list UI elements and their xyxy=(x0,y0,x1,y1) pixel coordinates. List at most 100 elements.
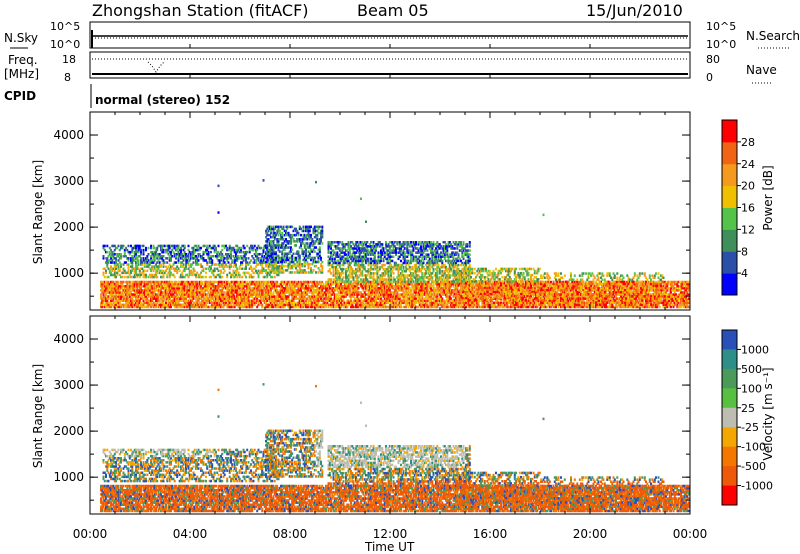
scatter-cell xyxy=(305,301,307,305)
scatter-cell xyxy=(322,295,325,298)
scatter-cell xyxy=(243,299,246,302)
scatter-cell xyxy=(341,285,344,288)
scatter-cell xyxy=(462,297,465,300)
scatter-cell xyxy=(493,280,496,284)
scatter-cell xyxy=(407,299,410,302)
scatter-cell xyxy=(537,289,540,292)
scatter-cell xyxy=(230,287,232,290)
scatter-cell xyxy=(252,297,255,300)
scatter-cell xyxy=(583,303,586,307)
scatter-cell xyxy=(127,299,130,302)
scatter-cell xyxy=(415,287,417,290)
scatter-cell xyxy=(553,305,556,309)
scatter-cell xyxy=(193,285,196,288)
scatter-cell xyxy=(298,303,301,307)
scatter-cell xyxy=(563,282,566,286)
scatter-cell xyxy=(307,287,310,290)
scatter-cell xyxy=(282,303,285,307)
scatter-cell xyxy=(342,285,345,288)
scatter-cell xyxy=(583,287,586,290)
scatter-cell xyxy=(250,289,252,292)
scatter-cell xyxy=(291,299,294,302)
scatter-cell xyxy=(198,301,201,305)
scatter-cell xyxy=(227,299,230,302)
scatter-cell xyxy=(411,297,414,300)
scatter-cell xyxy=(482,293,485,296)
scatter-cell xyxy=(202,291,205,294)
scatter-cell xyxy=(135,295,137,298)
scatter-cell xyxy=(196,289,199,292)
scatter-cell xyxy=(517,282,520,286)
scatter-cell xyxy=(401,299,404,302)
scatter-cell xyxy=(150,293,152,296)
scatter-cell xyxy=(228,301,231,305)
scatter-cell xyxy=(407,289,410,292)
scatter-cell xyxy=(281,287,284,290)
scatter-cell xyxy=(386,295,389,298)
scatter-cell xyxy=(253,289,256,292)
scatter-cell xyxy=(345,285,347,288)
scatter-cell xyxy=(267,293,270,296)
scatter-cell xyxy=(436,287,439,290)
scatter-cell xyxy=(396,297,399,300)
scatter-cell xyxy=(252,282,255,286)
scatter-cell xyxy=(420,305,422,309)
scatter-cell xyxy=(301,293,304,296)
scatter-cell xyxy=(217,299,220,302)
scatter-cell xyxy=(177,289,180,292)
scatter-cell xyxy=(475,295,477,298)
scatter-cell xyxy=(413,299,416,302)
scatter-cell xyxy=(321,299,324,302)
scatter-cell xyxy=(283,289,286,292)
scatter-cell xyxy=(241,289,244,292)
scatter-cell xyxy=(506,291,509,294)
scatter-cell xyxy=(180,291,182,294)
scatter-cell xyxy=(521,303,524,307)
scatter-cell xyxy=(408,282,411,286)
scatter-cell xyxy=(456,297,459,300)
scatter-cell xyxy=(325,303,327,307)
scatter-cell xyxy=(140,305,142,309)
scatter-cell xyxy=(268,280,271,284)
scatter-cell xyxy=(560,299,562,302)
scatter-cell xyxy=(318,282,321,286)
scatter-cell xyxy=(290,287,292,290)
scatter-cell xyxy=(206,289,209,292)
scatter-cell xyxy=(118,285,121,288)
scatter-cell xyxy=(182,299,185,302)
scatter-cell xyxy=(163,285,166,288)
scatter-cell xyxy=(441,305,444,309)
scatter-cell xyxy=(381,289,384,292)
scatter-cell xyxy=(178,280,181,284)
scatter-cell xyxy=(356,299,359,302)
scatter-cell xyxy=(352,301,355,305)
scatter-cell xyxy=(430,303,432,307)
scatter-cell xyxy=(496,282,499,286)
scatter-cell xyxy=(437,287,440,290)
scatter-cell xyxy=(200,303,202,307)
scatter-cell xyxy=(357,297,360,300)
scatter-cell xyxy=(393,289,396,292)
scatter-cell xyxy=(318,289,321,292)
scatter-cell xyxy=(138,285,141,288)
scatter-cell xyxy=(156,293,159,296)
scatter-cell xyxy=(213,303,216,307)
scatter-cell xyxy=(258,282,261,286)
scatter-cell xyxy=(113,287,116,290)
scatter-cell xyxy=(405,305,407,309)
scatter-cell xyxy=(366,293,369,296)
scatter-cell xyxy=(443,301,446,305)
scatter-cell xyxy=(372,291,375,294)
scatter-cell xyxy=(342,299,345,302)
scatter-cell xyxy=(687,280,690,284)
scatter-cell xyxy=(116,287,119,290)
scatter-cell xyxy=(243,280,246,284)
scatter-cell xyxy=(218,299,221,302)
scatter-cell xyxy=(375,295,377,298)
scatter-cell xyxy=(115,291,117,294)
scatter-cell xyxy=(221,293,224,296)
scatter-cell xyxy=(447,297,450,300)
scatter-cell xyxy=(517,293,520,296)
scatter-cell xyxy=(140,303,142,307)
scatter-cell xyxy=(296,303,299,307)
